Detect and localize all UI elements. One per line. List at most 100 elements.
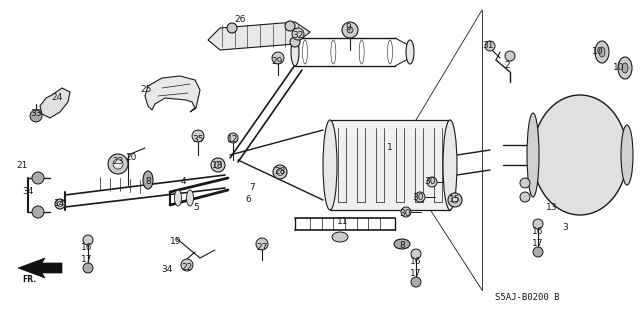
Circle shape	[83, 235, 93, 245]
Text: 21: 21	[16, 160, 28, 169]
Text: 26: 26	[234, 16, 246, 25]
Text: 35: 35	[192, 136, 204, 145]
Text: 22: 22	[181, 263, 193, 272]
Circle shape	[505, 51, 515, 61]
Circle shape	[290, 37, 300, 47]
Text: 25: 25	[140, 85, 152, 94]
Circle shape	[411, 249, 421, 259]
Ellipse shape	[175, 190, 182, 206]
Text: FR.: FR.	[22, 275, 36, 284]
Text: 17: 17	[532, 240, 544, 249]
Text: 13: 13	[547, 204, 557, 212]
Text: 20: 20	[125, 153, 137, 162]
Circle shape	[30, 110, 42, 122]
Circle shape	[485, 41, 495, 51]
Text: 30: 30	[424, 177, 436, 187]
Polygon shape	[208, 22, 310, 50]
Polygon shape	[145, 76, 200, 112]
Circle shape	[192, 130, 204, 142]
Circle shape	[401, 207, 411, 217]
Text: 34: 34	[22, 188, 34, 197]
Text: 34: 34	[161, 265, 173, 275]
Text: 11: 11	[337, 218, 349, 226]
Ellipse shape	[276, 168, 284, 175]
Ellipse shape	[143, 171, 153, 189]
Circle shape	[256, 238, 268, 250]
Circle shape	[427, 177, 437, 187]
Text: 32: 32	[292, 32, 304, 41]
Ellipse shape	[452, 197, 458, 203]
Ellipse shape	[291, 38, 299, 66]
Text: 17: 17	[410, 270, 422, 278]
Text: 23: 23	[112, 158, 124, 167]
Polygon shape	[40, 88, 70, 118]
Text: 30: 30	[412, 194, 424, 203]
Ellipse shape	[622, 63, 628, 73]
Ellipse shape	[55, 199, 65, 209]
Ellipse shape	[406, 40, 414, 64]
Ellipse shape	[448, 193, 462, 207]
Circle shape	[415, 192, 425, 202]
Circle shape	[342, 22, 358, 38]
Circle shape	[83, 263, 93, 273]
Ellipse shape	[527, 113, 539, 197]
Text: 12: 12	[227, 136, 239, 145]
Text: 7: 7	[249, 183, 255, 192]
Text: 17: 17	[81, 256, 93, 264]
Ellipse shape	[595, 41, 609, 63]
Text: 33: 33	[30, 109, 42, 118]
Text: 2: 2	[504, 62, 510, 70]
Circle shape	[533, 247, 543, 257]
Text: 27: 27	[256, 243, 268, 253]
Text: 8: 8	[399, 241, 405, 250]
Text: 6: 6	[245, 196, 251, 204]
Text: 5: 5	[193, 203, 199, 211]
Circle shape	[272, 52, 284, 64]
Ellipse shape	[332, 232, 348, 242]
Circle shape	[347, 27, 353, 33]
Text: 1: 1	[387, 144, 393, 152]
Ellipse shape	[621, 125, 633, 185]
Circle shape	[533, 219, 543, 229]
Circle shape	[411, 277, 421, 287]
Text: 24: 24	[51, 93, 63, 102]
Ellipse shape	[186, 190, 193, 206]
Circle shape	[228, 133, 238, 143]
Text: 18: 18	[212, 161, 224, 170]
Text: 19: 19	[170, 238, 182, 247]
Ellipse shape	[532, 95, 627, 215]
Circle shape	[181, 259, 193, 271]
Bar	[330, 120, 450, 210]
Circle shape	[292, 28, 304, 40]
Text: S5AJ-B0200 B: S5AJ-B0200 B	[495, 293, 559, 302]
Text: 31: 31	[483, 41, 493, 50]
Circle shape	[520, 192, 530, 202]
Text: 10: 10	[592, 48, 604, 56]
Text: 3: 3	[562, 224, 568, 233]
Text: 29: 29	[271, 57, 283, 66]
Ellipse shape	[214, 161, 221, 168]
Circle shape	[108, 154, 128, 174]
Ellipse shape	[599, 47, 605, 57]
Polygon shape	[18, 258, 62, 278]
Circle shape	[32, 206, 44, 218]
Text: 14: 14	[54, 198, 66, 207]
Ellipse shape	[211, 158, 225, 172]
Text: 9: 9	[345, 24, 351, 33]
Text: 15: 15	[449, 196, 461, 204]
Text: 16: 16	[81, 243, 93, 253]
Ellipse shape	[273, 165, 287, 179]
Circle shape	[227, 23, 237, 33]
Text: 28: 28	[275, 167, 285, 176]
Circle shape	[113, 159, 123, 169]
Text: 16: 16	[532, 227, 544, 236]
Ellipse shape	[618, 57, 632, 79]
Ellipse shape	[323, 120, 337, 210]
Ellipse shape	[394, 239, 410, 249]
Text: 10: 10	[613, 63, 625, 72]
Ellipse shape	[443, 120, 457, 210]
Text: 4: 4	[180, 177, 186, 187]
Ellipse shape	[58, 202, 63, 206]
Text: 16: 16	[410, 257, 422, 266]
Circle shape	[32, 172, 44, 184]
